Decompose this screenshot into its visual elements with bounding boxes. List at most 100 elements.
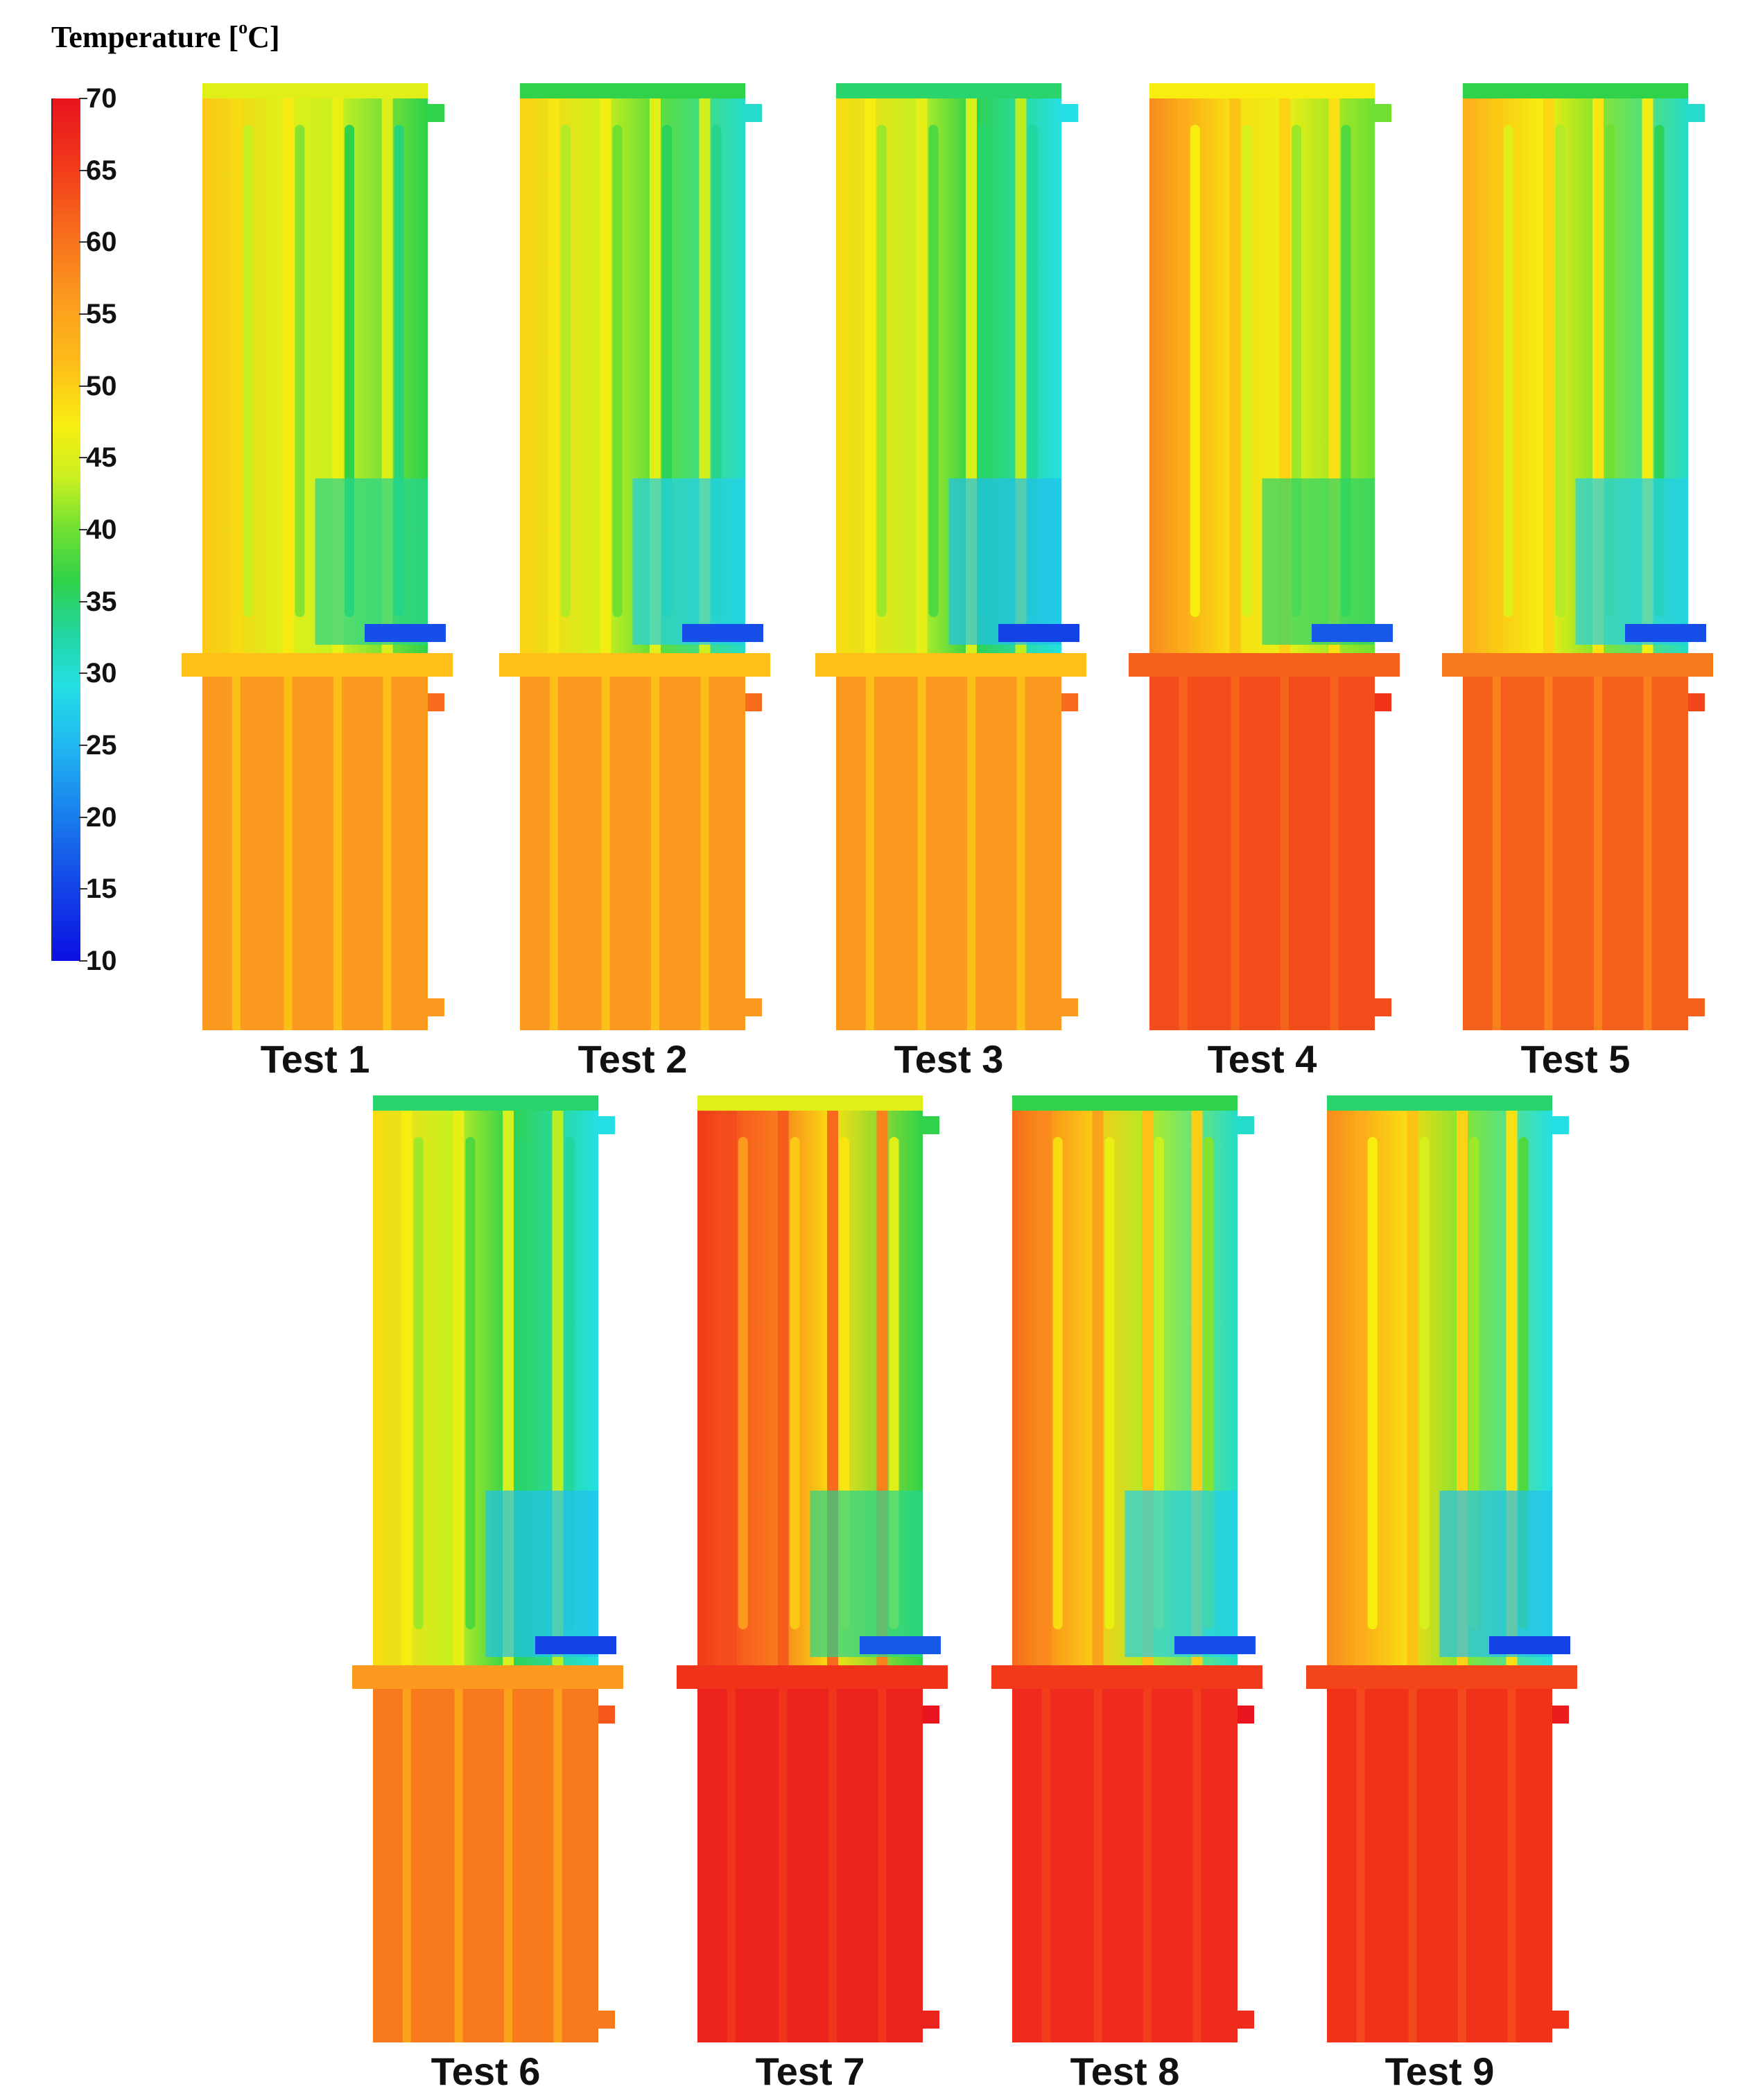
lower-plate bbox=[333, 677, 342, 1030]
lower-pipe bbox=[923, 2011, 939, 2029]
cold-inlet bbox=[535, 1636, 616, 1654]
top-band bbox=[1012, 1095, 1238, 1111]
plume bbox=[876, 125, 887, 617]
lower-plate bbox=[727, 1689, 736, 2042]
separator-flange bbox=[815, 653, 1086, 677]
lower-pipe bbox=[1552, 2011, 1569, 2029]
panel-label-test-8: Test 8 bbox=[1070, 2049, 1180, 2093]
panel-label-test-2: Test 2 bbox=[578, 1037, 688, 1081]
plate bbox=[1229, 98, 1241, 659]
outlet bbox=[1688, 104, 1705, 122]
hot-pipe bbox=[745, 693, 762, 711]
plume bbox=[738, 1137, 748, 1629]
contour-panel-test-9 bbox=[1306, 1095, 1577, 2042]
colorbar-tick-label: 40 bbox=[86, 514, 117, 545]
colorbar-tick-mark bbox=[79, 313, 87, 315]
plate bbox=[1040, 1111, 1052, 1671]
separator-flange bbox=[182, 653, 453, 677]
lower-plate bbox=[700, 677, 709, 1030]
lower-plate bbox=[601, 677, 610, 1030]
panel-label-test-1: Test 1 bbox=[260, 1037, 370, 1081]
panel-label-test-9: Test 9 bbox=[1384, 2049, 1495, 2093]
outlet bbox=[745, 104, 762, 122]
cool-zone bbox=[1575, 478, 1688, 645]
plate bbox=[777, 1111, 789, 1671]
colorbar-tick-mark bbox=[79, 529, 87, 530]
plate bbox=[864, 98, 876, 659]
contour-panel-test-2 bbox=[499, 83, 770, 1030]
legend-title: Temperature [oC] bbox=[51, 17, 280, 55]
plume bbox=[1503, 125, 1513, 617]
top-band bbox=[373, 1095, 598, 1111]
lower-plate bbox=[1507, 1689, 1516, 2042]
colorbar-tick-mark bbox=[79, 745, 87, 746]
contour-panel-test-8 bbox=[991, 1095, 1262, 2042]
lower-pipe bbox=[598, 2011, 615, 2029]
top-band bbox=[697, 1095, 923, 1111]
cold-inlet bbox=[682, 624, 763, 642]
cool-zone bbox=[632, 478, 745, 645]
plate bbox=[916, 98, 928, 659]
separator-flange bbox=[1442, 653, 1713, 677]
lower-plate bbox=[1492, 677, 1501, 1030]
plate bbox=[725, 1111, 737, 1671]
panel-label-test-5: Test 5 bbox=[1520, 1037, 1631, 1081]
hot-pipe bbox=[428, 693, 444, 711]
colorbar-tick-mark bbox=[79, 600, 87, 602]
hot-pipe bbox=[1688, 693, 1705, 711]
colorbar-tick-label: 60 bbox=[86, 227, 117, 258]
outlet bbox=[428, 104, 444, 122]
colorbar-tick-label: 50 bbox=[86, 370, 117, 401]
lower-plate bbox=[1458, 1689, 1466, 2042]
cool-zone bbox=[315, 478, 428, 645]
hot-pipe bbox=[598, 1706, 615, 1724]
hot-pipe bbox=[1375, 693, 1391, 711]
plume bbox=[1104, 1137, 1115, 1629]
panel-label-test-3: Test 3 bbox=[894, 1037, 1004, 1081]
top-band bbox=[202, 83, 428, 98]
lower-plate bbox=[967, 677, 975, 1030]
plume bbox=[243, 125, 253, 617]
colorbar-tick-label: 10 bbox=[86, 946, 117, 976]
plume bbox=[413, 1137, 424, 1629]
lower-plate bbox=[828, 1689, 837, 2042]
colorbar-tick-label: 55 bbox=[86, 299, 117, 329]
lower-plate bbox=[917, 677, 926, 1030]
plume bbox=[612, 125, 623, 617]
contour-panel-test-5 bbox=[1442, 83, 1713, 1030]
cold-inlet bbox=[365, 624, 446, 642]
plate bbox=[1177, 98, 1189, 659]
lower-plate bbox=[504, 1689, 512, 2042]
lower-plate bbox=[549, 677, 558, 1030]
outlet bbox=[1061, 104, 1078, 122]
panel-label-test-4: Test 4 bbox=[1207, 1037, 1317, 1081]
colorbar-tick-label: 20 bbox=[86, 801, 117, 833]
cold-inlet bbox=[1625, 624, 1706, 642]
cold-inlet bbox=[860, 1636, 941, 1654]
lower-plate bbox=[1143, 1689, 1152, 2042]
lower-plate bbox=[1594, 677, 1602, 1030]
plate bbox=[1355, 1111, 1366, 1671]
plate bbox=[282, 98, 294, 659]
lower-plate bbox=[553, 1689, 562, 2042]
hot-pipe bbox=[1061, 693, 1078, 711]
top-band bbox=[1327, 1095, 1552, 1111]
lower-plate bbox=[1041, 1689, 1050, 2042]
outlet bbox=[598, 1116, 615, 1134]
contour-panel-test-1 bbox=[182, 83, 453, 1030]
plate bbox=[548, 98, 559, 659]
hot-pipe bbox=[1238, 1706, 1254, 1724]
colorbar-tick-mark bbox=[79, 888, 87, 890]
top-band bbox=[836, 83, 1061, 98]
lower-plate bbox=[454, 1689, 463, 2042]
colorbar-tick-mark bbox=[79, 98, 87, 99]
separator-flange bbox=[1306, 1665, 1577, 1689]
contour-panel-test-4 bbox=[1129, 83, 1400, 1030]
lower-plate bbox=[1643, 677, 1652, 1030]
plume bbox=[1242, 125, 1252, 617]
plume bbox=[1555, 125, 1565, 617]
colorbar-tick-mark bbox=[79, 169, 87, 171]
cool-zone bbox=[1439, 1491, 1552, 1657]
